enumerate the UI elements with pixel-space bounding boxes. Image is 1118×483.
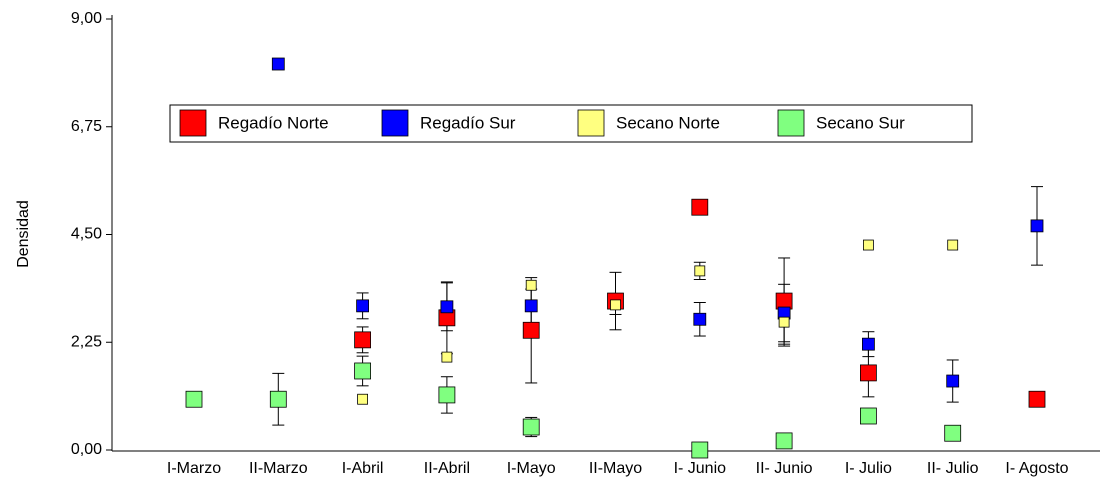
x-tick-label: I- Junio <box>674 460 727 477</box>
marker <box>524 299 538 313</box>
marker <box>438 386 456 404</box>
y-tick-label: 0,00 <box>71 441 102 458</box>
x-tick-label: II-Abril <box>424 460 470 477</box>
legend-text: Secano Norte <box>616 113 720 132</box>
marker <box>269 390 287 408</box>
marker <box>691 441 709 459</box>
legend-marker <box>577 109 605 137</box>
x-tick-label: I-Abril <box>342 460 384 477</box>
x-tick-label: II-Marzo <box>249 460 308 477</box>
y-tick-label: 9,00 <box>71 10 102 27</box>
legend-text: Regadío Norte <box>218 113 329 132</box>
marker <box>185 390 203 408</box>
marker <box>441 351 453 363</box>
x-tick-label: I-Mayo <box>507 460 556 477</box>
y-axis-label: Densidad <box>15 200 32 268</box>
marker <box>354 331 372 349</box>
marker <box>525 279 537 291</box>
y-tick-label: 2,25 <box>71 333 102 350</box>
marker <box>354 362 372 380</box>
legend-marker <box>777 109 805 137</box>
legend-box <box>169 104 973 143</box>
legend-text: Regadío Sur <box>420 113 516 132</box>
marker <box>863 239 874 251</box>
marker <box>944 424 962 442</box>
marker <box>440 300 454 314</box>
marker <box>947 239 959 251</box>
marker <box>691 198 709 216</box>
marker <box>860 364 877 382</box>
x-tick-label: I- Julio <box>845 460 892 477</box>
marker <box>271 57 285 71</box>
legend-marker <box>381 109 409 137</box>
legend-marker <box>179 109 207 137</box>
x-tick-label: I-Marzo <box>167 460 221 477</box>
marker <box>775 432 793 450</box>
x-tick-label: II-Mayo <box>589 460 642 477</box>
x-tick-label: I- Agosto <box>1005 460 1068 477</box>
x-tick-label: II- Junio <box>756 460 813 477</box>
marker <box>946 374 960 388</box>
marker <box>356 299 370 313</box>
y-tick-label: 4,50 <box>71 226 102 243</box>
legend-text: Secano Sur <box>816 113 905 132</box>
marker <box>862 337 875 351</box>
marker <box>693 312 707 326</box>
marker <box>1028 390 1046 408</box>
y-tick-label: 6,75 <box>71 118 102 135</box>
marker <box>522 418 540 436</box>
x-tick-label: II- Julio <box>927 460 979 477</box>
marker <box>694 265 706 277</box>
marker <box>610 299 621 311</box>
marker <box>860 407 877 425</box>
marker <box>1030 219 1044 233</box>
marker <box>357 393 369 405</box>
marker <box>522 321 540 339</box>
marker <box>778 316 790 328</box>
